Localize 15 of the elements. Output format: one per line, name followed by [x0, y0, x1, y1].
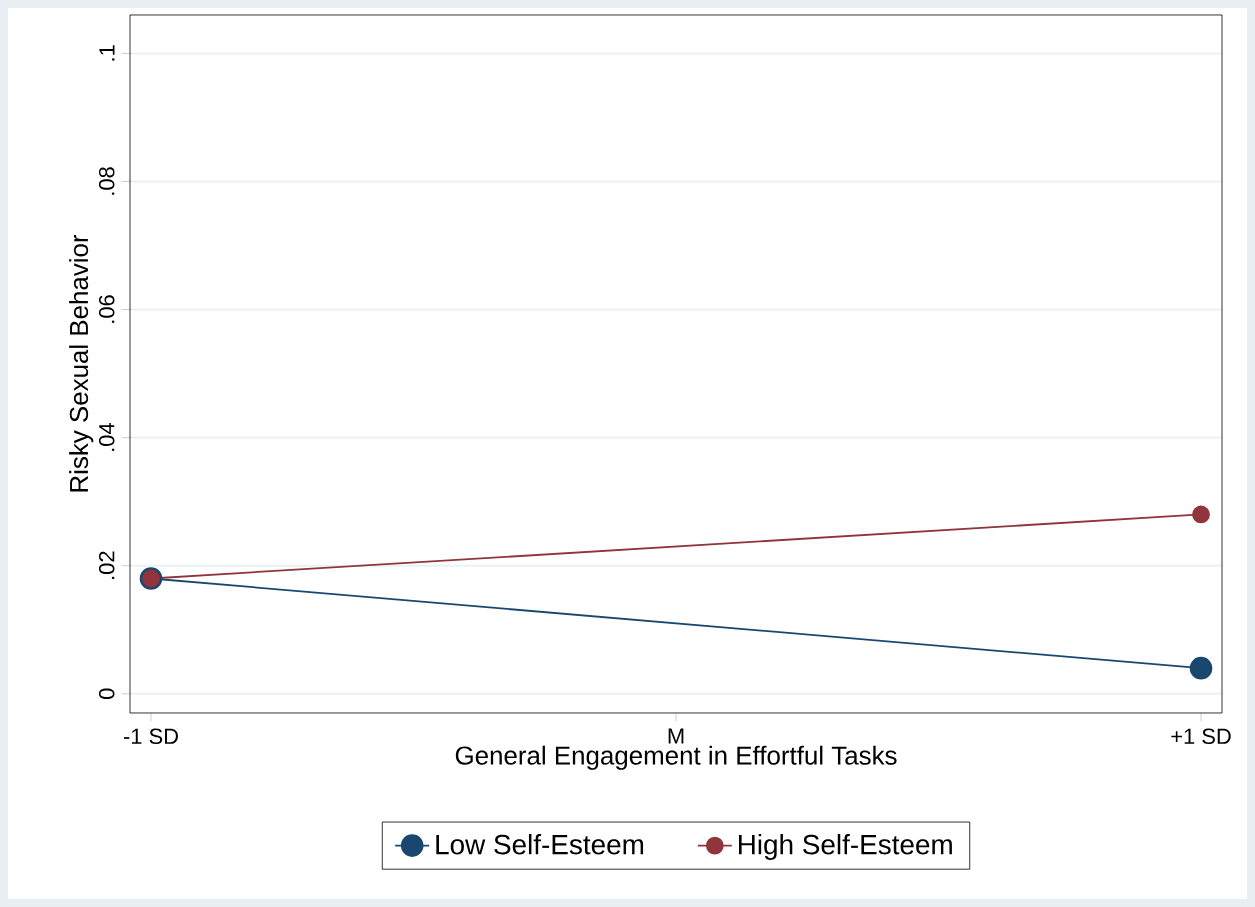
- x-tick-label: -1 SD: [123, 728, 178, 745]
- x-tick-label: +1 SD: [1171, 728, 1231, 745]
- legend-label: Low Self-Esteem: [436, 834, 644, 855]
- y-tick-label: .08: [98, 167, 115, 195]
- y-tick-label: 0: [98, 688, 115, 700]
- x-tick-label: M: [668, 728, 684, 744]
- y-tick-label: .06: [98, 295, 115, 323]
- y-tick-label: .02: [98, 551, 115, 579]
- y-axis-title: Risky Sexual Behavior: [69, 234, 94, 492]
- point: [1192, 505, 1210, 524]
- legend-label: High Self-Esteem: [738, 834, 952, 860]
- y-tick-label: .04: [98, 423, 115, 451]
- y-tick-label: .1: [99, 45, 115, 61]
- point: [1189, 656, 1213, 680]
- x-axis-title: General Engagement in Effortful Tasks: [455, 745, 897, 770]
